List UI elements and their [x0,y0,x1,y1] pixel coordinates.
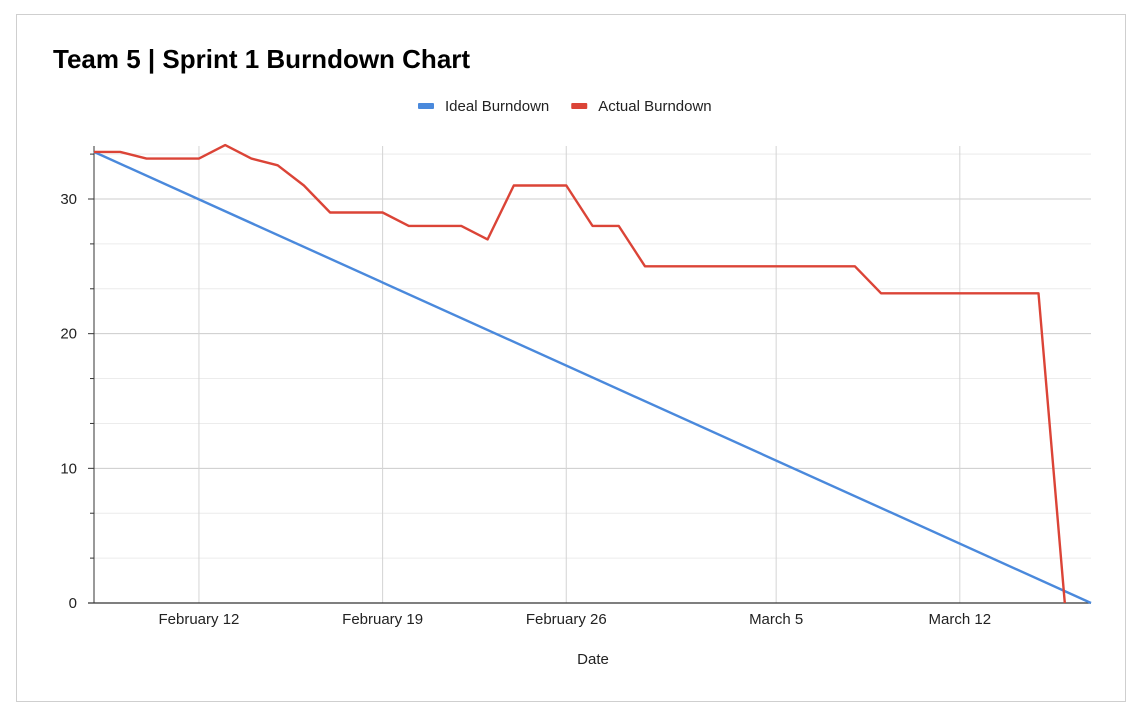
x-tick-label: March 5 [749,611,803,628]
x-tick-label: February 19 [342,611,423,628]
ideal-burndown-legend-swatch [418,103,434,109]
ideal-burndown-legend-label: Ideal Burndown [445,98,549,115]
actual-burndown-line [94,143,1066,604]
grid-layer [94,146,1091,603]
y-tick-label: 30 [60,191,77,208]
ideal-burndown-line [93,150,1092,605]
y-tick-label: 20 [60,326,77,343]
actual-burndown-legend-label: Actual Burndown [598,98,711,115]
x-tick-label: February 26 [526,611,607,628]
x-axis-title: Date [577,651,609,668]
x-tick-label: February 12 [159,611,240,628]
y-tick-label: 0 [69,595,77,612]
axis-layer: 0 10 20 30 February 12 February 19 February 26… [60,146,1091,628]
legend[interactable]: Ideal Burndown Actual Burndown [418,98,712,115]
chart-frame [16,14,1126,702]
chart-title: Team 5 | Sprint 1 Burndown Chart [53,44,471,74]
legend-item-actual-burndown[interactable]: Actual Burndown [571,98,712,115]
x-tick-label: March 12 [929,611,992,628]
y-tick-label: 10 [60,460,77,477]
series-layer [93,143,1092,605]
legend-item-ideal-burndown[interactable]: Ideal Burndown [418,98,549,115]
actual-burndown-legend-swatch [571,103,588,109]
